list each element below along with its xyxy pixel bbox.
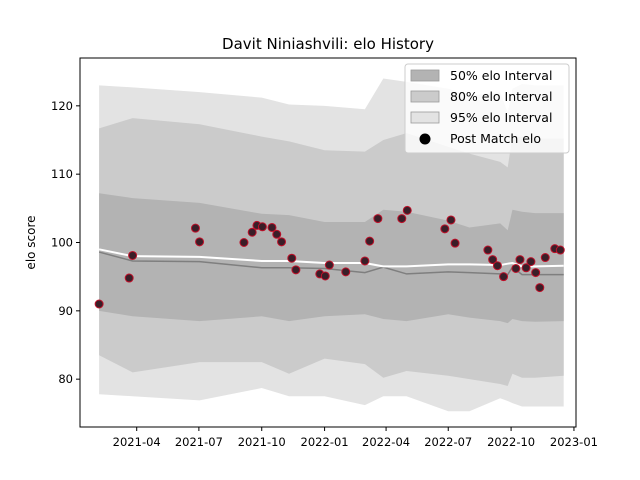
post-match-elo-point [515,255,525,265]
post-match-elo-point [526,257,536,267]
post-match-elo-point [324,260,334,270]
legend: 50% elo Interval 80% elo Interval 95% el… [404,63,570,154]
post-match-elo-point [365,236,375,246]
legend-label-band50: 50% elo Interval [450,68,552,83]
x-tick-label: 2023-01 [550,435,598,449]
post-match-elo-point [521,263,531,273]
y-tick-label: 80 [58,372,73,386]
y-tick-label: 100 [51,236,73,250]
post-match-elo-point [291,265,301,275]
legend-label-points: Post Match elo [450,131,541,146]
y-tick-label: 110 [51,167,73,181]
x-tick-label: 2022-04 [362,435,410,449]
post-match-elo-point [190,223,200,233]
post-match-elo-point [535,283,545,293]
post-match-elo-point [402,205,412,215]
post-match-elo-point [128,250,138,260]
post-match-elo-point [440,224,450,234]
post-match-elo-point [272,229,282,239]
post-match-elo-point [499,272,509,282]
x-tick-label: 2022-01 [301,435,349,449]
post-match-elo-point [277,237,287,247]
x-tick-label: 2022-10 [487,435,535,449]
post-match-elo-point [257,222,267,232]
post-match-elo-point [320,271,330,281]
post-match-elo-point [511,263,521,273]
post-match-elo-point [397,214,407,224]
legend-label-band80: 80% elo Interval [450,89,552,104]
post-match-elo-point [483,245,493,255]
x-tick-label: 2021-04 [113,435,161,449]
post-match-elo-point [488,255,498,265]
post-match-elo-point [341,267,351,277]
post-match-elo-point [555,245,565,255]
post-match-elo-point [450,238,460,248]
post-match-elo-point [124,273,134,283]
x-axis: 2021-04 2021-07 2021-10 2022-01 2022-04 2022-… [113,427,598,449]
post-match-elo-point [239,238,249,247]
y-tick-label: 120 [51,99,73,113]
legend-box [404,63,570,154]
legend-swatch-band95 [410,111,440,124]
post-match-elo-point [94,299,104,309]
legend-label-band95: 95% elo Interval [450,110,552,125]
x-tick-label: 2022-07 [424,435,472,449]
chart-title: Davit Niniashvili: elo History [222,35,434,53]
y-tick-label: 90 [58,304,73,318]
x-tick-label: 2021-10 [238,435,286,449]
post-match-elo-point [287,253,297,263]
post-match-elo-point [360,256,370,266]
post-match-elo-point [492,261,502,271]
x-tick-label: 2021-07 [175,435,223,449]
post-match-elo-point [267,222,277,232]
post-match-elo-point [373,214,383,224]
post-match-elo-point [446,215,456,225]
legend-swatch-band50 [410,69,440,82]
post-match-elo-point [195,237,205,247]
legend-marker-points [419,133,431,145]
post-match-elo-point [540,253,550,263]
legend-swatch-band80 [410,90,440,103]
plot-area [94,78,565,412]
y-axis-label: elo score [24,215,38,269]
post-match-elo-point [247,227,257,237]
post-match-elo-point [531,268,541,278]
y-axis: 80 90 100 110 120 [51,99,80,386]
